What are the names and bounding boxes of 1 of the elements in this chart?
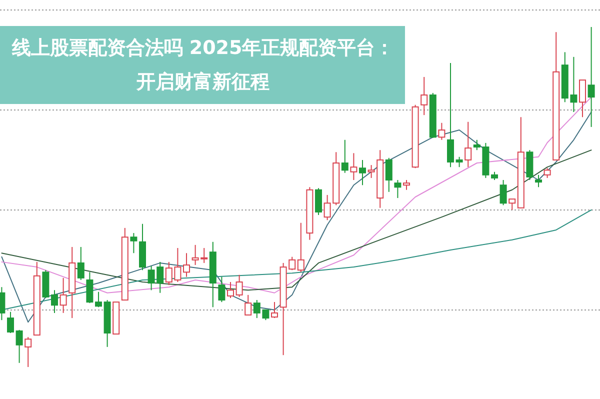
- text: 线上股票配资合法吗 2025年正规配资平台：开启财富新征程: [10, 36, 396, 95]
